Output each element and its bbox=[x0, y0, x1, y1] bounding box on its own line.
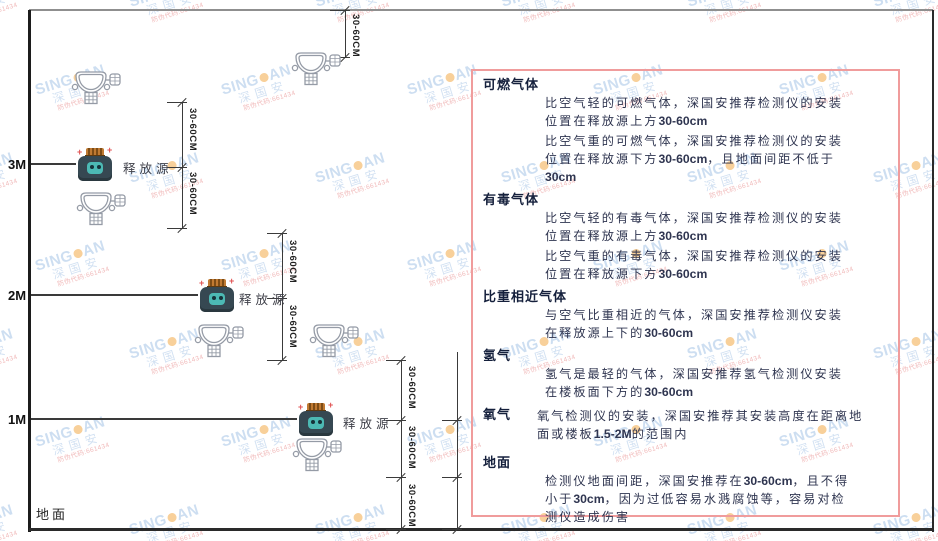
dimension-label: 30-60CM bbox=[287, 240, 298, 284]
dimension-tick bbox=[167, 167, 187, 168]
gas-detector-icon bbox=[309, 324, 359, 358]
section-paragraph: 氧气检测仪的安装，深国安推荐其安装高度在距离地面或楼板1.5-2M的范围内 bbox=[537, 409, 864, 441]
dimension-tick bbox=[330, 10, 350, 11]
dimension-tick bbox=[442, 477, 462, 478]
diagram-line bbox=[344, 10, 346, 57]
sparkle-icon: + bbox=[77, 147, 83, 157]
release-source-icon: + + bbox=[75, 145, 115, 183]
section-paragraph: 比空气重的有毒气体，深国安推荐检测仪的安装位置在释放源下方30-60cm bbox=[545, 249, 843, 281]
section-ground: 地面 检测仪地面间距，深国安推荐在30-60cm，且不得小于30cm，因为过低容… bbox=[481, 455, 888, 526]
diagram-line bbox=[29, 527, 933, 531]
gas-detector-icon bbox=[71, 71, 121, 105]
dimension-tick bbox=[386, 529, 406, 530]
gas-detector-icon bbox=[76, 192, 126, 226]
section-title: 氧气 bbox=[483, 407, 512, 422]
release-source-icon: + + bbox=[197, 276, 237, 314]
dimension-label: 30-60CM bbox=[406, 426, 417, 470]
diagram-line bbox=[400, 360, 402, 529]
section-paragraph: 比空气轻的可燃气体，深国安推荐检测仪的安装位置在释放源上方30-60cm bbox=[545, 96, 843, 128]
section-toxic-gas: 有毒气体 比空气轻的有毒气体，深国安推荐检测仪的安装位置在释放源上方30-60c… bbox=[481, 192, 888, 283]
dimension-tick bbox=[167, 102, 187, 103]
sparkle-icon: + bbox=[199, 278, 205, 288]
release-source-label: 释放源 bbox=[343, 417, 393, 431]
diagram-line bbox=[456, 352, 458, 529]
diagram-line bbox=[932, 10, 934, 532]
sparkle-icon: + bbox=[229, 276, 235, 286]
dimension-tick bbox=[386, 420, 406, 421]
section-title: 地面 bbox=[483, 455, 512, 470]
diagram-line bbox=[181, 102, 183, 228]
section-title: 有毒气体 bbox=[483, 192, 540, 207]
diagram-line bbox=[29, 9, 933, 11]
sparkle-icon: + bbox=[298, 402, 304, 412]
hazard-face-icon bbox=[209, 293, 225, 305]
section-paragraph: 检测仪地面间距，深国安推荐在30-60cm，且不得小于30cm，因为过低容易水溅… bbox=[545, 474, 850, 524]
height-label-1m: 1M bbox=[8, 412, 27, 427]
section-oxygen: 氧气 氧气检测仪的安装，深国安推荐其安装高度在距离地面或楼板1.5-2M的范围内 bbox=[481, 407, 888, 443]
bottle-cap bbox=[306, 403, 326, 412]
dimension-tick bbox=[267, 298, 287, 299]
gas-detector-icon bbox=[194, 324, 244, 358]
bottle-body bbox=[200, 287, 234, 312]
dimension-tick bbox=[386, 360, 406, 361]
dimension-tick bbox=[267, 360, 287, 361]
diagram-line bbox=[31, 294, 198, 296]
diagram-line bbox=[281, 233, 283, 360]
dimension-label: 30-60CM bbox=[406, 366, 417, 410]
dimension-label: 30-60CM bbox=[287, 305, 298, 349]
section-hydrogen: 氢气 氢气是最轻的气体，深国安推荐氢气检测仪安装在楼板面下方的30-60cm bbox=[481, 348, 888, 401]
height-label-3m: 3M bbox=[8, 157, 27, 172]
release-source-icon: + + bbox=[296, 400, 336, 438]
section-title: 可燃气体 bbox=[483, 77, 540, 92]
section-title: 比重相近气体 bbox=[483, 289, 568, 304]
bottle-cap bbox=[85, 148, 105, 157]
gas-detector-icon bbox=[292, 438, 342, 472]
bottle-body bbox=[78, 156, 112, 181]
section-paragraph: 比空气重的可燃气体，深国安推荐检测仪的安装位置在释放源下方30-60cm，且地面… bbox=[545, 134, 843, 184]
diagram-line bbox=[31, 418, 297, 420]
dimension-tick bbox=[167, 228, 187, 229]
release-source-label: 释放源 bbox=[123, 162, 173, 176]
hazard-face-icon bbox=[87, 162, 103, 174]
dimension-label: 30-60CM bbox=[187, 172, 198, 216]
release-source-label: 释放源 bbox=[239, 293, 289, 307]
recommendation-panel: 可燃气体 比空气轻的可燃气体，深国安推荐检测仪的安装位置在释放源上方30-60c… bbox=[471, 69, 900, 524]
dimension-tick bbox=[267, 233, 287, 234]
diagram-line bbox=[27, 10, 31, 532]
section-combustible-gas: 可燃气体 比空气轻的可燃气体，深国安推荐检测仪的安装位置在释放源上方30-60c… bbox=[481, 77, 888, 186]
section-paragraph: 氢气是最轻的气体，深国安推荐氢气检测仪安装在楼板面下方的30-60cm bbox=[545, 367, 843, 399]
ground-label: 地面 bbox=[36, 507, 69, 522]
dimension-label: 30-60CM bbox=[187, 108, 198, 152]
section-paragraph: 与空气比重相近的气体，深国安推荐检测仪安装在释放源上下的30-60cm bbox=[545, 308, 843, 340]
sparkle-icon: + bbox=[328, 400, 334, 410]
hazard-face-icon bbox=[308, 417, 324, 429]
dimension-tick bbox=[386, 477, 406, 478]
section-similar-density-gas: 比重相近气体 与空气比重相近的气体，深国安推荐检测仪安装在释放源上下的30-60… bbox=[481, 289, 888, 342]
dimension-label: 30-60CM bbox=[350, 14, 361, 58]
dimension-tick bbox=[442, 420, 462, 421]
sparkle-icon: + bbox=[107, 145, 113, 155]
dimension-tick bbox=[442, 529, 462, 530]
section-paragraph: 比空气轻的有毒气体，深国安推荐检测仪的安装位置在释放源上方30-60cm bbox=[545, 211, 843, 243]
section-title: 氢气 bbox=[483, 348, 512, 363]
bottle-cap bbox=[207, 279, 227, 288]
gas-detector-icon bbox=[291, 52, 341, 86]
dimension-label: 30-60CM bbox=[406, 484, 417, 528]
bottle-body bbox=[299, 411, 333, 436]
diagram-line bbox=[31, 163, 76, 165]
height-label-2m: 2M bbox=[8, 288, 27, 303]
